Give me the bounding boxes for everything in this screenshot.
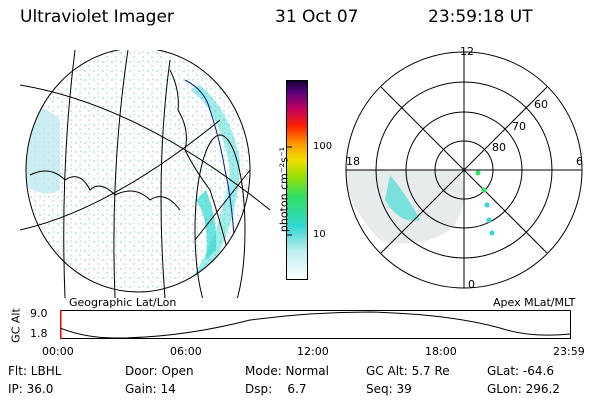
mlt-label-0: 0: [468, 278, 475, 291]
mlat-label-80: 80: [492, 141, 506, 154]
info-mode: Mode: Normal: [245, 364, 329, 378]
info-glat: GLat: -64.6: [487, 364, 554, 378]
polar-plot: [345, 51, 583, 289]
mlt-label-12: 12: [460, 45, 474, 58]
time-tick-0600: 06:00: [170, 345, 202, 358]
date-label: 31 Oct 07: [275, 7, 359, 27]
altitude-ymin: 1.8: [30, 327, 48, 340]
time-tick-0000: 00:00: [42, 345, 74, 358]
altitude-strip-plot: [60, 310, 571, 339]
mlat-label-60: 60: [534, 98, 548, 111]
mlat-label-70: 70: [512, 120, 526, 133]
mlt-label-6: 6: [576, 155, 583, 168]
info-glon: GLon: 296.2: [487, 382, 560, 396]
colorbar: [286, 80, 308, 280]
time-tick-1800: 18:00: [425, 345, 457, 358]
info-door: Door: Open: [125, 364, 194, 378]
instrument-title: Ultraviolet Imager: [20, 7, 174, 27]
info-seq: Seq: 39: [366, 382, 412, 396]
altitude-ymax: 9.0: [30, 307, 48, 320]
mlt-label-18: 18: [346, 155, 360, 168]
colorbar-unit-label: photon cm⁻²s⁻¹: [277, 146, 291, 233]
altitude-ylabel: GC Alt: [9, 308, 23, 343]
geographic-map: [20, 50, 270, 298]
time-label: 23:59:18 UT: [428, 7, 533, 27]
colorbar-tick-10: 10: [313, 229, 326, 240]
info-gc-alt: GC Alt: 5.7 Re: [366, 364, 450, 378]
info-dsp: Dsp: 6.7: [245, 382, 307, 396]
info-filter: Flt: LBHL: [8, 364, 62, 378]
polar-panel-label: Apex MLat/MLT: [493, 296, 576, 309]
info-gain: Gain: 14: [125, 382, 176, 396]
colorbar-tick-100: 100: [313, 141, 333, 152]
geographic-panel-label: Geographic Lat/Lon: [69, 296, 177, 309]
info-ip: IP: 36.0: [8, 382, 54, 396]
time-tick-1200: 12:00: [297, 345, 329, 358]
time-tick-2359: 23:59: [553, 345, 585, 358]
